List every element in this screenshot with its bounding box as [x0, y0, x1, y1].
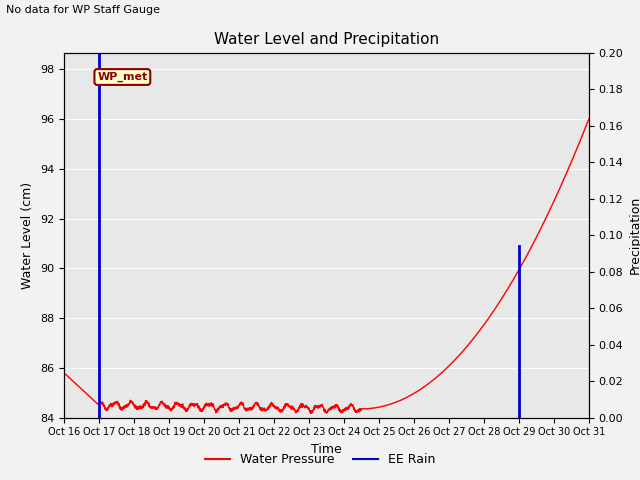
Y-axis label: Precipitation: Precipitation — [629, 196, 640, 275]
Text: WP_met: WP_met — [97, 72, 147, 82]
Y-axis label: Water Level (cm): Water Level (cm) — [22, 181, 35, 289]
Title: Water Level and Precipitation: Water Level and Precipitation — [214, 33, 439, 48]
X-axis label: Time: Time — [311, 443, 342, 456]
Text: No data for WP Staff Gauge: No data for WP Staff Gauge — [6, 5, 161, 15]
Legend: Water Pressure, EE Rain: Water Pressure, EE Rain — [200, 448, 440, 471]
